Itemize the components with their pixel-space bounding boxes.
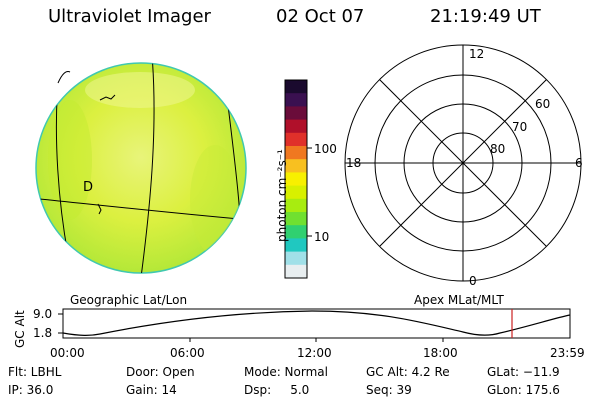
info-gc-alt: GC Alt: 4.2 Re: [366, 365, 450, 379]
polar-mlt-plot: [344, 44, 582, 282]
colorbar-band: [285, 106, 307, 121]
app-title: Ultraviolet Imager: [48, 6, 211, 27]
alt-axis-label: GC Alt: [13, 310, 27, 348]
geographic-caption: Geographic Lat/Lon: [70, 293, 188, 307]
x-tick-2359: 23:59: [550, 346, 585, 360]
colorbar-band: [285, 198, 307, 213]
colorbar-band: [285, 80, 307, 94]
info-door: Door: Open: [126, 365, 195, 379]
mlt-label-12: 12: [469, 47, 485, 61]
info-flt: Flt: LBHL: [8, 365, 62, 379]
colorbar-band: [285, 93, 307, 107]
disk-mark-label: D: [83, 180, 94, 195]
colorbar-tick-10: 10: [314, 230, 330, 244]
mlt-label-18: 18: [346, 156, 362, 170]
colorbar-band: [285, 185, 307, 200]
colorbar-band: [285, 132, 307, 147]
info-glon: GLon: 175.6: [487, 383, 560, 397]
x-tick-0000: 00:00: [50, 346, 85, 360]
alt-ymax-label: 9.0: [33, 307, 53, 321]
colorbar-band: [285, 146, 307, 160]
colorbar-band: [285, 251, 307, 266]
mlt-label-6: 6: [575, 156, 583, 170]
colorbar-band: [285, 264, 307, 279]
x-tick-1200: 12:00: [297, 346, 332, 360]
mlat-label-70: 70: [512, 120, 528, 134]
mlt-label-0: 0: [469, 274, 477, 288]
apex-caption: Apex MLat/MLT: [414, 293, 504, 307]
colorbar-band: [285, 225, 307, 239]
earth-disk-image: [35, 62, 247, 274]
colorbar: [284, 79, 312, 279]
alt-ymin-label: 1.8: [33, 326, 53, 340]
x-tick-1800: 18:00: [423, 346, 458, 360]
date-label: 02 Oct 07: [276, 6, 365, 27]
colorbar-unit-label: photon cm⁻²s⁻¹: [275, 149, 289, 242]
info-gain: Gain: 14: [126, 383, 177, 397]
colorbar-band: [285, 212, 307, 226]
colorbar-tick-100: 100: [314, 142, 337, 156]
mlat-label-60: 60: [535, 97, 551, 111]
info-glat: GLat: −11.9: [487, 365, 560, 379]
info-ip: IP: 36.0: [8, 383, 54, 397]
info-mode: Mode: Normal: [244, 365, 328, 379]
info-dsp: Dsp: 5.0: [244, 383, 310, 397]
mlat-label-80: 80: [490, 142, 506, 156]
x-tick-0600: 06:00: [170, 346, 205, 360]
time-label: 21:19:49 UT: [430, 6, 541, 27]
info-seq: Seq: 39: [366, 383, 412, 397]
colorbar-band: [285, 159, 307, 173]
colorbar-band: [285, 238, 307, 253]
altitude-plot: [58, 308, 571, 342]
colorbar-band: [285, 119, 307, 134]
colorbar-band: [285, 172, 307, 187]
